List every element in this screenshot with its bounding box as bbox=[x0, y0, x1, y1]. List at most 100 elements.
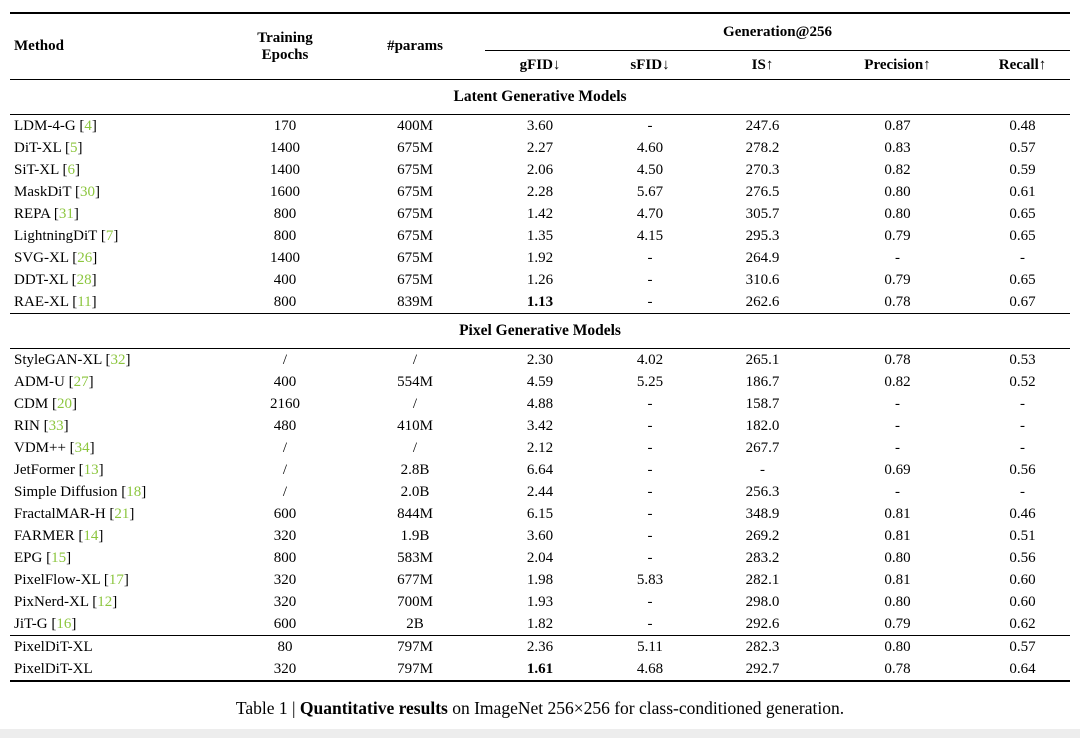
cell-recall: 0.56 bbox=[1009, 462, 1036, 478]
citation-link[interactable]: 14 bbox=[83, 528, 99, 544]
cell-sfid: - bbox=[647, 418, 653, 434]
cell-recall: 0.59 bbox=[1009, 162, 1036, 178]
col-header-params: #params bbox=[345, 13, 485, 80]
cell-method: PixelFlow-XL [17] bbox=[14, 572, 129, 588]
cell-is: 310.6 bbox=[745, 272, 780, 288]
table-row: JetFormer [13] / 2.8B 6.64 - - 0.69 0.56 bbox=[10, 459, 1070, 481]
cell-recall: 0.51 bbox=[1009, 528, 1036, 544]
cell-method: FractalMAR-H [21] bbox=[14, 506, 135, 522]
header-row-group: Method Training Epochs #params Generation… bbox=[10, 13, 1071, 80]
cell-sfid: - bbox=[647, 440, 653, 456]
citation-link[interactable]: 16 bbox=[56, 616, 72, 632]
table-row: EPG [15] 800 583M 2.04 - 283.2 0.80 0.56 bbox=[10, 547, 1070, 569]
cell-is: 276.5 bbox=[745, 184, 780, 200]
cell-recall: 0.64 bbox=[1009, 661, 1036, 677]
cell-precision: 0.83 bbox=[884, 140, 911, 156]
cell-method: VDM++ [34] bbox=[14, 440, 95, 456]
citation-link[interactable]: 34 bbox=[74, 440, 90, 456]
citation-link[interactable]: 20 bbox=[56, 396, 72, 412]
cell-params: 675M bbox=[397, 272, 433, 288]
cell-method: RAE-XL [11] bbox=[14, 294, 97, 310]
cell-epochs: 400 bbox=[273, 374, 297, 390]
cell-is: 298.0 bbox=[745, 594, 780, 610]
cell-gfid: 2.06 bbox=[526, 162, 554, 178]
citation-link[interactable]: 28 bbox=[76, 272, 92, 288]
cell-precision: 0.80 bbox=[820, 635, 975, 658]
cell-recall: 0.65 bbox=[1009, 228, 1036, 244]
window-edge bbox=[0, 729, 1080, 738]
citation-link[interactable]: 32 bbox=[110, 352, 126, 368]
cell-gfid: 2.28 bbox=[526, 184, 554, 200]
cell-epochs: 800 bbox=[273, 206, 297, 222]
table-row: LDM-4-G [4] 170 400M 3.60 - 247.6 0.87 0.48 bbox=[10, 115, 1070, 138]
cell-gfid: 1.35 bbox=[526, 228, 554, 244]
cell-sfid: 4.02 bbox=[636, 352, 664, 368]
cell-is: 265.1 bbox=[745, 352, 780, 368]
table-row: RIN [33] 480 410M 3.42 - 182.0 - - bbox=[10, 415, 1070, 437]
cell-method: LDM-4-G [4] bbox=[14, 118, 97, 134]
cell-gfid: 1.26 bbox=[526, 272, 554, 288]
citation-link[interactable]: 11 bbox=[77, 294, 92, 310]
cell-gfid: 2.44 bbox=[526, 484, 554, 500]
cell-params: 675M bbox=[397, 140, 433, 156]
table-row: CDM [20] 2160 / 4.88 - 158.7 - - bbox=[10, 393, 1070, 415]
caption-bold-text: Quantitative results bbox=[299, 698, 448, 718]
cell-sfid: 5.25 bbox=[636, 374, 664, 390]
citation-link[interactable]: 4 bbox=[84, 118, 92, 134]
citation-link[interactable]: 17 bbox=[108, 572, 124, 588]
citation-link[interactable]: 12 bbox=[97, 594, 113, 610]
cell-precision: 0.82 bbox=[884, 374, 911, 390]
table-row: ADM-U [27] 400 554M 4.59 5.25 186.7 0.82 0.52 bbox=[10, 371, 1070, 393]
cell-precision: 0.78 bbox=[884, 352, 911, 368]
cell-precision: 0.82 bbox=[884, 162, 911, 178]
cell-epochs: 1400 bbox=[270, 162, 300, 178]
citation-link[interactable]: 15 bbox=[51, 550, 67, 566]
cell-gfid: 1.13 bbox=[526, 294, 554, 310]
cell-is: 270.3 bbox=[745, 162, 780, 178]
cell-gfid: 1.92 bbox=[526, 250, 554, 266]
table-row: FARMER [14] 320 1.9B 3.60 - 269.2 0.81 0.51 bbox=[10, 525, 1070, 547]
cell-params: 675M bbox=[397, 184, 433, 200]
cell-recall: 0.48 bbox=[1009, 118, 1036, 134]
cell-params: 675M bbox=[397, 206, 433, 222]
cell-epochs: / bbox=[282, 440, 288, 456]
cell-recall: 0.53 bbox=[1009, 352, 1036, 368]
cell-epochs: 600 bbox=[273, 506, 297, 522]
cell-sfid: 4.70 bbox=[636, 206, 664, 222]
cell-is: 295.3 bbox=[745, 228, 780, 244]
cell-sfid: 4.68 bbox=[636, 661, 664, 677]
citation-link[interactable]: 26 bbox=[77, 250, 93, 266]
citation-link[interactable]: 33 bbox=[48, 418, 64, 434]
col-header-precision: Precision↑ bbox=[820, 50, 975, 80]
cell-sfid: - bbox=[647, 506, 653, 522]
cell-params: / bbox=[412, 352, 418, 368]
section-title: Latent Generative Models bbox=[10, 79, 1071, 115]
citation-link[interactable]: 30 bbox=[79, 184, 95, 200]
cell-params: 839M bbox=[397, 294, 433, 310]
cell-precision: 0.78 bbox=[884, 294, 911, 310]
citation-link[interactable]: 27 bbox=[73, 374, 89, 390]
cell-gfid: 6.15 bbox=[526, 506, 554, 522]
citation-link[interactable]: 7 bbox=[105, 228, 114, 244]
cell-is: - bbox=[760, 462, 765, 478]
caption-suffix: on ImageNet 256×256 for class-conditione… bbox=[447, 698, 845, 718]
cell-params: 2.8B bbox=[400, 462, 430, 478]
cell-precision: 0.79 bbox=[884, 616, 911, 632]
citation-link[interactable]: 5 bbox=[69, 140, 78, 156]
cell-sfid: 4.60 bbox=[636, 140, 664, 156]
cell-is: 158.7 bbox=[745, 396, 780, 412]
cell-sfid: - bbox=[647, 272, 653, 288]
citation-link[interactable]: 6 bbox=[67, 162, 75, 178]
cell-params: 410M bbox=[397, 418, 433, 434]
col-header-is: IS↑ bbox=[705, 50, 820, 80]
citation-link[interactable]: 31 bbox=[58, 206, 74, 222]
cell-method: CDM [20] bbox=[14, 396, 77, 412]
cell-recall: 0.52 bbox=[1009, 374, 1036, 390]
cell-epochs: 800 bbox=[273, 550, 297, 566]
table-container: Method Training Epochs #params Generation… bbox=[10, 12, 1071, 718]
citation-link[interactable]: 18 bbox=[126, 484, 142, 500]
citation-link[interactable]: 21 bbox=[114, 506, 130, 522]
citation-link[interactable]: 13 bbox=[83, 462, 99, 478]
cell-sfid: - bbox=[647, 462, 653, 478]
cell-precision: 0.80 bbox=[884, 550, 911, 566]
